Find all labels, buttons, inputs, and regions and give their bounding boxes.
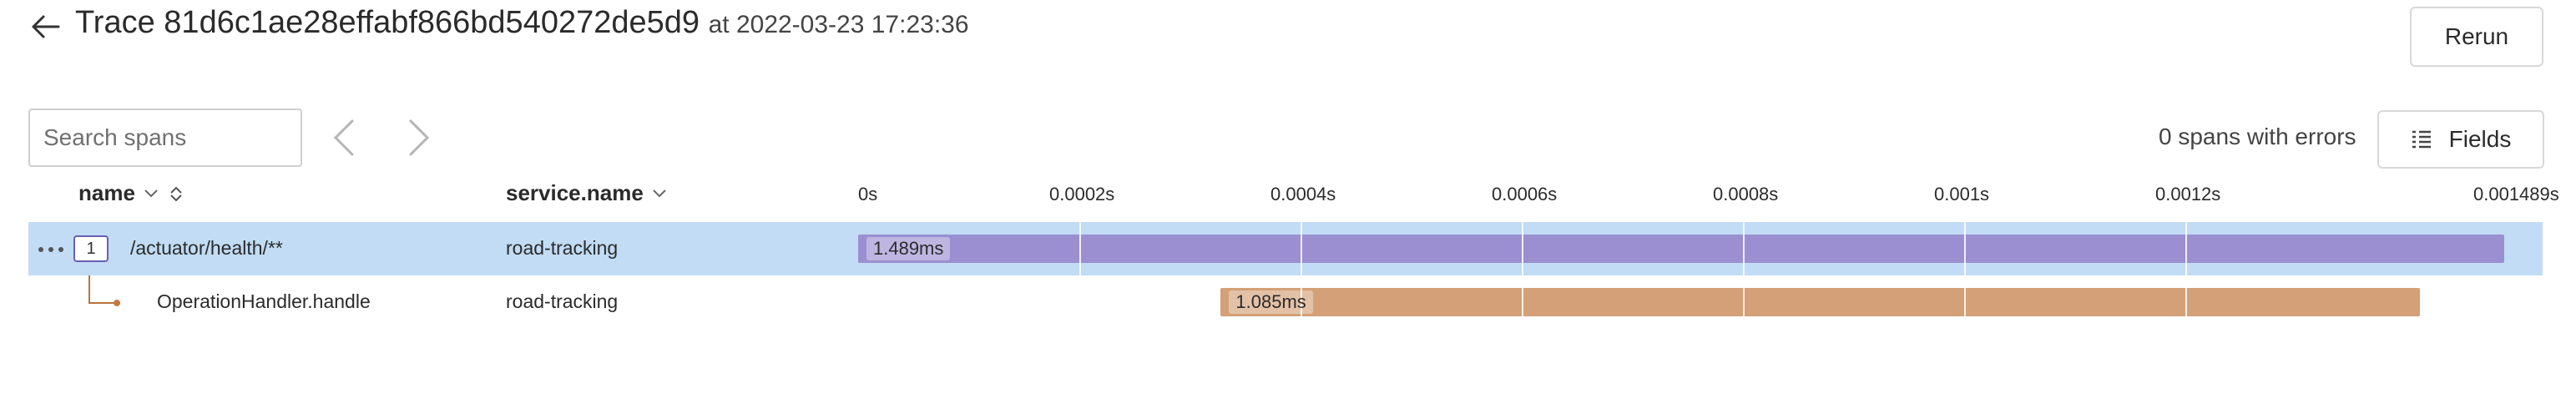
span-node-icon <box>114 300 120 306</box>
span-duration-bar[interactable] <box>858 235 2504 263</box>
timeline-gridline <box>1301 275 1302 329</box>
more-options-icon[interactable] <box>38 247 63 252</box>
fields-button[interactable]: Fields <box>2377 110 2544 169</box>
span-name: OperationHandler.handle <box>157 290 371 312</box>
timeline-tick-label: 0.0008s <box>1713 184 1779 204</box>
timeline-gridline <box>1964 275 1966 329</box>
chevron-down-icon <box>144 189 158 197</box>
columns-list-icon <box>2412 130 2431 149</box>
arrow-left-icon <box>32 15 60 38</box>
previous-match-button[interactable] <box>319 110 369 165</box>
trace-id: 81d6c1ae28effabf866bd540272de5d9 <box>164 5 700 40</box>
span-duration-label: 1.085ms <box>1229 290 1313 314</box>
span-row[interactable]: 1 /actuator/health/** road-tracking 1.48… <box>28 222 2543 275</box>
back-button[interactable] <box>25 7 65 47</box>
column-service-label: service.name <box>506 180 644 205</box>
span-service: road-tracking <box>506 290 619 312</box>
timeline-gridline <box>1964 222 1966 275</box>
timeline-tick-label: 0.0012s <box>2155 184 2221 204</box>
timeline-gridline <box>1301 222 1302 275</box>
timeline-gridline <box>2185 222 2187 275</box>
span-service: road-tracking <box>506 237 619 259</box>
column-header-service[interactable]: service.name <box>506 180 667 206</box>
column-header-name[interactable]: name <box>78 180 185 206</box>
timeline-gridline <box>1522 222 1523 275</box>
timeline-tick-label: 0s <box>858 184 878 204</box>
timeline-gridline <box>1079 222 1081 275</box>
tree-connector <box>88 275 90 304</box>
title-prefix: Trace <box>75 5 155 40</box>
timeline-gridline <box>1079 275 1081 329</box>
trace-timestamp: at 2022-03-23 17:23:36 <box>708 11 969 38</box>
search-spans-input[interactable] <box>28 109 302 167</box>
timeline-gridline <box>1522 275 1523 329</box>
timeline-gridline <box>1743 275 1745 329</box>
span-name: /actuator/health/** <box>130 237 283 259</box>
fields-button-label: Fields <box>2448 126 2512 152</box>
chevron-down-icon <box>653 189 666 197</box>
span-errors-count: 0 spans with errors <box>2159 124 2356 149</box>
span-row[interactable]: OperationHandler.handle road-tracking 1.… <box>28 275 2543 329</box>
timeline-tick-label: 0.0004s <box>1270 184 1336 204</box>
timeline-tick-label: 0.001s <box>1934 184 1990 204</box>
timeline-tick-label: 0.0002s <box>1049 184 1115 204</box>
timeline-tick-label: 0.001489s <box>2473 184 2559 204</box>
tree-connector <box>88 302 120 304</box>
trace-header: Trace 81d6c1ae28effabf866bd540272de5d9 a… <box>0 0 2576 67</box>
chevron-left-icon <box>333 119 354 156</box>
timeline-tick-label: 0.0006s <box>1492 184 1558 204</box>
next-match-button[interactable] <box>394 110 444 165</box>
timeline-gridline <box>2185 275 2187 329</box>
collapse-toggle-icon[interactable] <box>167 184 185 204</box>
span-duration-bar[interactable] <box>1220 288 2421 316</box>
rerun-button[interactable]: Rerun <box>2410 7 2543 67</box>
page-title: Trace 81d6c1ae28effabf866bd540272de5d9 a… <box>75 5 969 41</box>
column-name-label: name <box>78 180 135 205</box>
children-count-badge[interactable]: 1 <box>73 235 109 262</box>
span-duration-label: 1.489ms <box>866 237 951 260</box>
chevron-right-icon <box>409 119 430 156</box>
timeline-gridline <box>1743 222 1745 275</box>
